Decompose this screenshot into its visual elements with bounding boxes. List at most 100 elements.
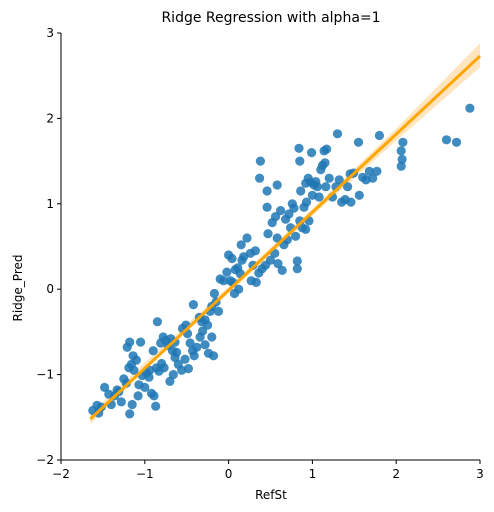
data-point [242, 233, 252, 243]
data-point [255, 173, 265, 183]
data-point [320, 158, 330, 168]
data-point [116, 397, 126, 407]
data-point [292, 264, 302, 274]
x-tick-label: −1 [136, 467, 154, 481]
data-point [265, 255, 276, 265]
data-point [192, 342, 202, 352]
data-point [133, 391, 143, 401]
data-point [287, 199, 297, 209]
data-point [219, 276, 229, 286]
data-point [301, 224, 311, 234]
y-tick-label: −1 [36, 368, 54, 382]
chart-title: Ridge Regression with alpha=1 [161, 10, 380, 26]
data-point [100, 382, 110, 392]
data-point [129, 365, 139, 375]
data-point [234, 284, 244, 294]
data-point [209, 288, 219, 299]
data-point [255, 156, 265, 166]
data-point [125, 409, 135, 419]
data-point [152, 317, 162, 327]
y-tick-label: −2 [36, 453, 54, 467]
x-axis-ticks: −2 −1 0 1 2 3 [52, 460, 484, 481]
plot-area [88, 43, 482, 425]
x-tick-label: 3 [476, 467, 484, 481]
data-point [183, 364, 193, 374]
data-point [168, 370, 178, 380]
data-point [276, 206, 286, 216]
data-point [180, 354, 190, 364]
y-tick-label: 1 [46, 197, 54, 211]
data-point [396, 146, 406, 156]
x-axis-label: RefSt [255, 488, 287, 502]
data-point [227, 253, 237, 264]
data-point [263, 229, 273, 239]
y-tick-label: 0 [46, 282, 54, 296]
data-point [294, 143, 304, 153]
x-tick-label: 1 [309, 467, 317, 481]
data-point [372, 166, 382, 176]
data-point [200, 340, 210, 350]
x-tick-label: 2 [392, 467, 400, 481]
data-point [307, 148, 317, 158]
data-point [368, 173, 378, 183]
data-point [262, 202, 272, 212]
data-point [354, 190, 364, 200]
data-point [272, 180, 282, 190]
data-point [396, 161, 406, 171]
data-point [250, 246, 260, 256]
data-point [374, 130, 384, 141]
data-point [136, 337, 146, 347]
data-point [246, 276, 256, 286]
data-point [272, 233, 282, 243]
data-point [353, 137, 364, 147]
data-point [324, 173, 334, 183]
data-point [149, 391, 159, 401]
data-point [185, 338, 195, 348]
y-tick-label: 3 [46, 26, 54, 40]
data-point [145, 365, 155, 375]
data-point [127, 399, 137, 410]
data-point [281, 214, 291, 224]
data-point [172, 347, 182, 357]
data-point [165, 376, 175, 386]
data-point [203, 320, 213, 330]
data-point [273, 259, 283, 269]
data-point [321, 182, 331, 192]
data-point [397, 154, 407, 164]
data-point [207, 332, 217, 342]
data-point [295, 156, 305, 166]
data-point [322, 144, 332, 154]
data-point [144, 372, 154, 382]
data-point [208, 351, 219, 361]
data-point [262, 186, 272, 196]
data-point [364, 166, 374, 176]
y-axis-ticks: −2 −1 0 1 2 3 [36, 26, 61, 467]
data-point [398, 137, 408, 147]
data-point [156, 338, 166, 348]
x-tick-label: −2 [52, 467, 70, 481]
data-point [343, 182, 353, 192]
data-point [277, 265, 287, 275]
data-point [188, 300, 198, 310]
data-point [451, 137, 462, 147]
data-point [213, 306, 224, 316]
data-point [441, 135, 452, 145]
data-point [222, 267, 232, 277]
data-point [346, 197, 356, 207]
data-point [131, 355, 141, 365]
data-point [140, 382, 150, 392]
data-point [148, 346, 158, 356]
data-point [121, 378, 131, 388]
data-point [159, 363, 169, 373]
data-point [189, 351, 199, 361]
data-point [296, 186, 306, 196]
data-point [465, 103, 475, 113]
data-point [151, 401, 161, 411]
regression-line [89, 54, 482, 421]
data-point [314, 192, 324, 202]
data-point [312, 182, 322, 192]
data-point [125, 337, 135, 347]
data-point [292, 256, 302, 266]
data-point [301, 197, 312, 207]
